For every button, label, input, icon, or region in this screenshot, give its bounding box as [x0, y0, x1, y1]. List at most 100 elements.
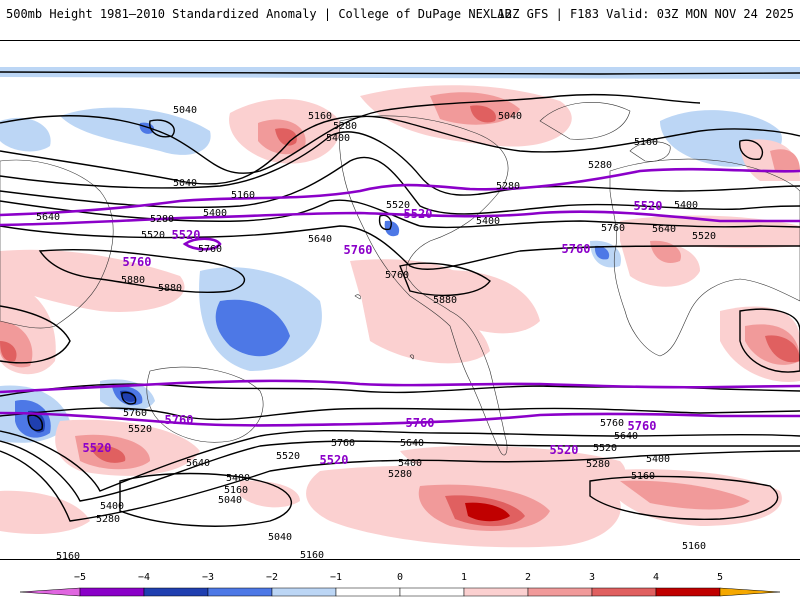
anomaly-shading — [0, 67, 800, 548]
contour-small — [149, 119, 175, 138]
contour-5640 — [0, 407, 800, 421]
contour-label: 5280 — [496, 181, 520, 192]
header: 500mb Height 1981–2010 Standardized Anom… — [0, 0, 800, 40]
contour-label: 5760 — [165, 413, 194, 427]
contour-label: 5400 — [226, 473, 250, 484]
contour-label: 5160 — [634, 137, 658, 148]
purple-contour-5880-ring — [182, 237, 222, 251]
shade-neg1 — [0, 117, 51, 152]
shade-neg3 — [28, 410, 46, 433]
contour-label: 5400 — [646, 454, 670, 465]
contour-5640 — [0, 199, 800, 229]
contour-label: 5160 — [56, 551, 80, 559]
shade-pos1 — [620, 239, 700, 287]
contour-label: 5520 — [172, 228, 201, 242]
shade-pos1 — [240, 480, 300, 508]
contour-label: 5520 — [593, 443, 617, 454]
contour-small — [378, 214, 392, 231]
legend-tick-label: 3 — [589, 572, 595, 583]
contour-5400 — [0, 429, 800, 492]
anomaly-map[interactable]: 5040 5160 5280 5400 5040 5160 5280 5280 5040 5160… — [0, 40, 800, 562]
contour-5280 — [0, 440, 800, 502]
legend-tick-label: −3 — [202, 572, 214, 583]
contour-small — [739, 139, 764, 160]
purple-contour-5760 — [0, 210, 800, 227]
contour-label: 5160 — [300, 550, 324, 559]
legend-ticks: −5 −4 −3 −2 −1 0 1 2 3 4 5 — [74, 572, 723, 583]
contour-5040 — [0, 71, 800, 75]
legend-tick-label: −5 — [74, 572, 86, 583]
contour-label: 5640 — [614, 431, 638, 442]
contour-5040 — [589, 475, 779, 520]
contour-label: 5640 — [308, 234, 332, 245]
contour-5760 — [0, 225, 800, 270]
contour-label: 5280 — [588, 160, 612, 171]
contour-label: 5160 — [631, 471, 655, 482]
legend-tick-label: 4 — [653, 572, 659, 583]
shade-pos3 — [0, 341, 17, 362]
shade-pos3 — [470, 105, 496, 123]
legend-segment — [271, 587, 337, 597]
contour-label: 5520 — [386, 200, 410, 211]
legend-segment — [143, 587, 209, 597]
contour-label: 5400 — [100, 501, 124, 512]
contour-label: 5400 — [476, 216, 500, 227]
shade-pos2 — [620, 480, 750, 510]
contour-5160 — [0, 450, 800, 522]
map-title: 500mb Height 1981–2010 Standardized Anom… — [6, 7, 512, 21]
legend-bar — [19, 587, 781, 597]
legend-tick-label: 5 — [717, 572, 723, 583]
contour-label: 5160 — [231, 190, 255, 201]
contour-5880 — [38, 248, 246, 294]
contour-label: 5640 — [186, 458, 210, 469]
legend-segment — [463, 587, 529, 597]
shade-pos3 — [275, 128, 297, 146]
contour-label: 5520 — [634, 199, 663, 213]
legend-tick-label: 0 — [397, 572, 403, 583]
contour-label: 5760 — [198, 244, 222, 255]
contour-5880 — [0, 305, 71, 364]
legend-segment — [591, 587, 657, 597]
contour-label: 5280 — [333, 121, 357, 132]
legend-segment — [399, 587, 465, 597]
legend-tick-label: −2 — [266, 572, 278, 583]
contour-label: 5760 — [123, 255, 152, 269]
legend-arrow-right — [719, 587, 781, 597]
contour-label: 5520 — [141, 230, 165, 241]
legend-arrow-left — [19, 587, 81, 597]
contour-label: 5520 — [320, 453, 349, 467]
shade-pos1 — [0, 249, 185, 312]
contour-label: 5400 — [326, 133, 350, 144]
contour-5040 — [119, 472, 292, 527]
contour-label: 5640 — [652, 224, 676, 235]
legend-segment — [79, 587, 145, 597]
contour-5880 — [739, 308, 800, 373]
purple-contour-5520-south — [0, 411, 800, 427]
contour-label: 5760 — [344, 243, 373, 257]
contour-small — [121, 391, 137, 405]
contour-label: 5160 — [682, 541, 706, 552]
legend-segment — [655, 587, 721, 597]
contour-label: 5520 — [276, 451, 300, 462]
contour-label: 5760 — [123, 408, 147, 419]
contour-label: 5520 — [692, 231, 716, 242]
shade-neg2 — [594, 245, 610, 260]
shade-pos1 — [0, 490, 90, 534]
shade-pos4 — [465, 502, 510, 522]
contour-label: 5040 — [173, 178, 197, 189]
contour-label: 5280 — [388, 469, 412, 480]
contour-label: 5880 — [121, 275, 145, 286]
contour-labels: 5040516052805400504051605280528050405160… — [36, 105, 716, 562]
contour-label: 5760 — [385, 270, 409, 281]
model-run-info: 12Z GFS | F183 Valid: 03Z MON NOV 24 202… — [497, 7, 794, 21]
contour-5520 — [0, 156, 800, 215]
contour-label: 5760 — [601, 223, 625, 234]
shade-neg2 — [384, 220, 400, 237]
contour-label: 5520 — [128, 424, 152, 435]
purple-contour-5760-south — [0, 379, 800, 394]
contour-5160 — [0, 93, 701, 174]
legend-segment — [207, 587, 273, 597]
legend-tick-label: −4 — [138, 572, 150, 583]
contour-label: 5040 — [173, 105, 197, 116]
contour-label: 5880 — [433, 295, 457, 306]
